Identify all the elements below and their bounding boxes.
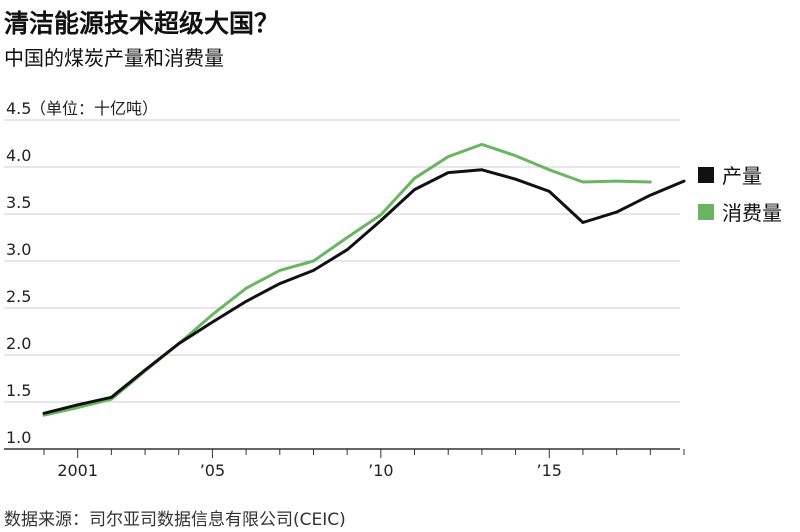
y-tick-label: 4.5 (6, 99, 31, 118)
coal-line-chart: 1.0 1.5 2.0 2.5 3.0 3.5 4.0 4.5 （单位：十亿吨） 2001 ’0… (4, 99, 782, 480)
series-line-production (42, 168, 686, 415)
x-axis: 2001 ’05 ’10 ’15 (43, 449, 685, 480)
legend-swatch (698, 204, 714, 220)
chart-subtitle: 中国的煤炭产量和消费量 (4, 46, 224, 70)
x-tick-label: ’05 (200, 461, 225, 480)
y-tick-label: 4.0 (6, 146, 31, 165)
x-tick-label: ’10 (368, 461, 393, 480)
y-tick-label: 2.0 (6, 334, 31, 353)
x-tick-label: 2001 (57, 461, 98, 480)
y-axis-unit-label: （单位：十亿吨） (30, 99, 158, 118)
y-tick-label: 3.0 (6, 240, 31, 259)
legend-label: 消费量 (722, 201, 782, 225)
y-tick-label: 2.5 (6, 287, 31, 306)
series-lines (42, 142, 686, 417)
legend-swatch (698, 167, 714, 183)
x-tick-label: ’15 (537, 461, 562, 480)
grid-lines (4, 119, 680, 450)
legend-label: 产量 (722, 164, 762, 188)
y-tick-label: 3.5 (6, 193, 31, 212)
chart-title: 清洁能源技术超级大国？ (4, 9, 280, 38)
source-note: 数据来源：司尔亚司数据信息有限公司(CEIC) (4, 510, 346, 530)
series-line-consumption (42, 142, 652, 417)
y-tick-label: 1.0 (6, 428, 31, 447)
y-axis-ticks: 1.0 1.5 2.0 2.5 3.0 3.5 4.0 4.5 (6, 99, 31, 447)
y-tick-label: 1.5 (6, 381, 31, 400)
